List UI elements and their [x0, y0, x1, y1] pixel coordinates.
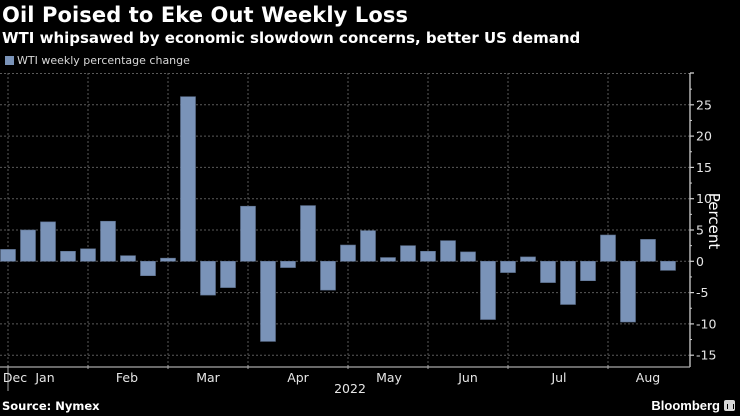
axis-layer: 25 20 15 10 5 0 -5 -10 -15 Dec Jan Feb Mar Apr May Jun J… [0, 72, 716, 391]
bar [400, 245, 416, 262]
bar [240, 205, 256, 262]
legend-swatch [5, 56, 14, 65]
x-tick-label: Jun [457, 370, 478, 385]
bar [220, 260, 236, 288]
bar [660, 260, 676, 271]
bar [440, 240, 456, 262]
chart-subtitle: WTI whipsawed by economic slowdown conce… [2, 29, 581, 47]
bar [180, 96, 196, 262]
y-tick-label: 15 [696, 160, 712, 175]
bar [500, 260, 516, 273]
bar [540, 260, 556, 283]
y-tick-label: -10 [696, 316, 716, 331]
bar [520, 256, 536, 262]
y-tick-label: 5 [696, 223, 704, 238]
bar [360, 230, 376, 262]
bar [600, 234, 616, 262]
bar [280, 260, 296, 268]
bar [60, 250, 76, 262]
x-tick-label: Jan [34, 370, 54, 385]
bar [40, 221, 56, 262]
x-tick-label: Mar [196, 370, 220, 385]
bar [300, 205, 316, 262]
bar [320, 260, 336, 291]
chart-title: Oil Poised to Eke Out Weekly Loss [2, 3, 409, 27]
grid-layer [0, 73, 690, 367]
bar [120, 255, 136, 262]
bar [480, 260, 496, 320]
x-tick-label: Apr [287, 370, 309, 385]
x-tick-label: May [376, 370, 402, 385]
y-axis-label: Percent [705, 193, 723, 250]
y-tick-label: 10 [696, 191, 712, 206]
x-tick-label: Aug [636, 370, 660, 385]
bar [160, 257, 176, 262]
bar [100, 220, 116, 262]
bar [460, 251, 476, 262]
x-tick-label: Feb [116, 370, 138, 385]
bloomberg-chart-icon [724, 400, 735, 411]
x-axis-year-label: 2022 [334, 381, 366, 396]
bar [620, 260, 636, 323]
bar [80, 248, 96, 262]
bar [200, 260, 216, 296]
bloomberg-logo: Bloomberg [651, 398, 720, 413]
y-tick-label: 25 [696, 97, 712, 112]
y-tick-label: -5 [696, 285, 708, 300]
bar [580, 260, 596, 282]
bar [420, 250, 436, 262]
bars-layer [0, 96, 676, 342]
y-tick-label: 0 [696, 254, 704, 269]
bar [20, 229, 36, 262]
x-tick-label: Jul [550, 370, 566, 385]
y-tick-label: 20 [696, 129, 712, 144]
y-tick-label: -15 [696, 348, 716, 363]
bar [340, 244, 356, 262]
legend-label: WTI weekly percentage change [17, 54, 190, 67]
source-note: Source: Nymex [2, 399, 100, 413]
bar [640, 239, 656, 262]
bar [560, 260, 576, 305]
bar [140, 260, 156, 276]
x-tick-label: Dec [3, 370, 27, 385]
bar [0, 249, 16, 262]
bar [380, 257, 396, 262]
bar [260, 260, 276, 342]
legend: WTI weekly percentage change [5, 54, 190, 67]
